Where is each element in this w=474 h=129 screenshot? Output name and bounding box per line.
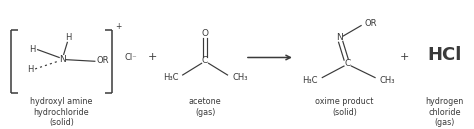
Text: H₃C: H₃C (302, 76, 318, 85)
Text: H: H (29, 45, 36, 54)
Text: +: + (147, 53, 157, 62)
Text: OR: OR (96, 56, 109, 65)
Text: C: C (202, 56, 208, 65)
Text: HCl: HCl (427, 46, 462, 64)
Text: +: + (400, 53, 409, 62)
Text: H: H (27, 65, 34, 74)
Text: OR: OR (365, 19, 377, 28)
Text: acetone
(gas): acetone (gas) (189, 97, 221, 117)
Text: N: N (59, 55, 66, 64)
Text: H₃C: H₃C (163, 73, 178, 82)
Text: N: N (337, 34, 343, 42)
Text: hydroxyl amine
hydrochloride
(solid): hydroxyl amine hydrochloride (solid) (30, 97, 93, 127)
Text: CH₃: CH₃ (232, 73, 247, 82)
Text: +: + (115, 22, 121, 31)
Text: hydrogen
chloride
(gas): hydrogen chloride (gas) (425, 97, 464, 127)
Text: H: H (65, 33, 72, 42)
Text: O: O (201, 29, 209, 38)
Text: CH₃: CH₃ (380, 76, 395, 85)
Text: oxime product
(solid): oxime product (solid) (316, 97, 374, 117)
Text: C: C (345, 59, 351, 68)
Text: Cl⁻: Cl⁻ (124, 53, 137, 62)
